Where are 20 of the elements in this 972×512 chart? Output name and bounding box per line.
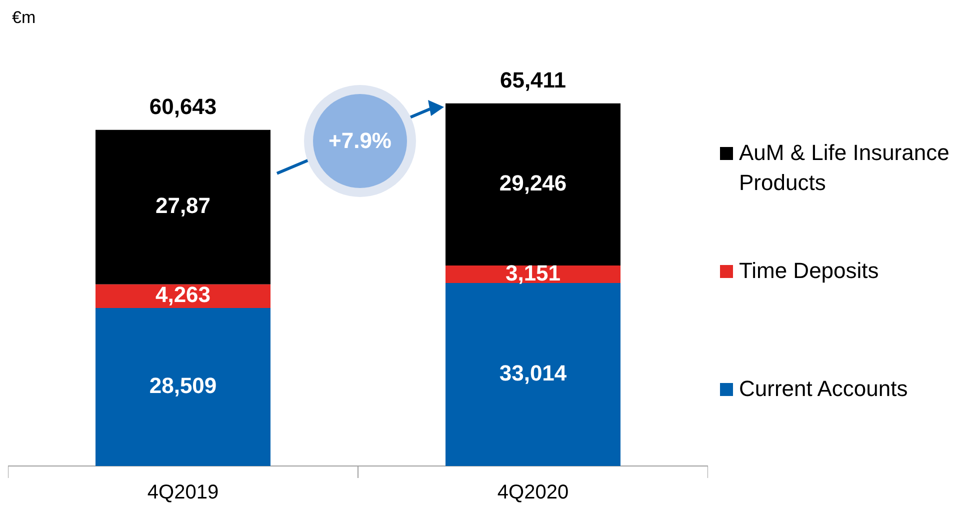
data-label: 33,014	[499, 360, 568, 386]
total-label: 65,411	[500, 68, 566, 92]
legend-label: AuM & Life Insurance Products	[739, 139, 950, 197]
bar	[446, 283, 620, 466]
annotation: 27,87	[155, 193, 211, 218]
data-label: 29,246	[499, 170, 567, 196]
data-label: 28,509	[149, 373, 217, 398]
legend-label: Time Deposits	[739, 257, 879, 285]
data-label: 3,151	[505, 260, 561, 286]
bar	[96, 308, 270, 466]
data-label: 4,263	[155, 282, 211, 308]
x-tick-label: 4Q2020	[497, 482, 569, 504]
bar	[446, 103, 620, 266]
total-label: 60,643	[149, 94, 217, 119]
circle-badge: +7.9%	[304, 84, 416, 197]
y-axis-title: €m	[12, 8, 36, 28]
bar	[96, 130, 270, 284]
x-tick-label: 4Q2019	[147, 482, 219, 504]
legend-label: Current Accounts	[739, 375, 908, 403]
annotation: +7.9%	[328, 128, 392, 154]
